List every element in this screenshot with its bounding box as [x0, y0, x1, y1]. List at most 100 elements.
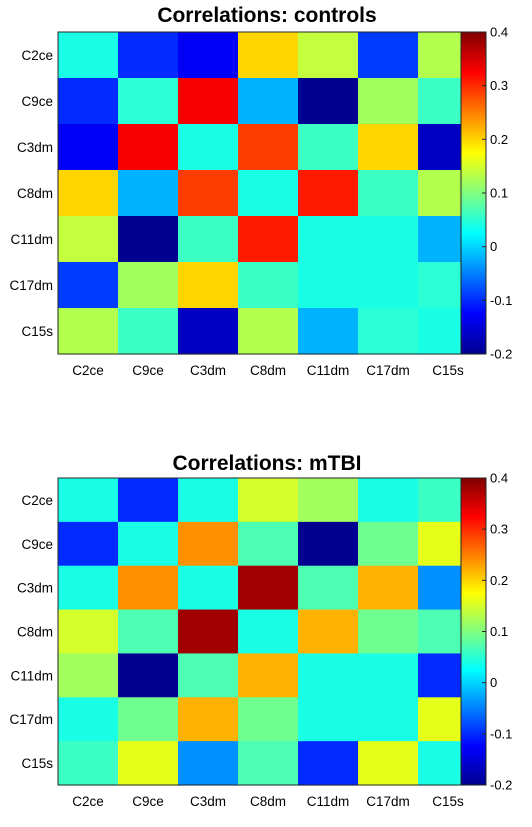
colorbar-tick-label: 0.1 — [490, 186, 508, 201]
heatmap-cell-C9ce-C17dm — [358, 78, 419, 125]
colorbar-tick-label: 0.1 — [490, 624, 508, 639]
heatmap-cell-C3dm-C2ce — [58, 124, 119, 171]
heatmap-cell-C15s-C3dm — [178, 741, 239, 786]
heatmap-cell-C11dm-C9ce — [118, 216, 179, 263]
heatmap-cell-C8dm-C11dm — [298, 609, 359, 655]
heatmap-cell-C11dm-C8dm — [238, 216, 299, 263]
colorbar-tick-label: -0.1 — [490, 293, 512, 308]
heatmap-cell-C9ce-C2ce — [58, 521, 119, 567]
colorbar-tick-label: -0.1 — [490, 726, 512, 741]
y-tick-label: C2ce — [21, 48, 53, 63]
y-tick-label: C9ce — [21, 94, 53, 109]
heatmap-cell-C17dm-C8dm — [238, 697, 299, 742]
heatmap-cell-C11dm-C11dm — [298, 216, 359, 263]
y-tick-label: C8dm — [17, 186, 53, 201]
y-tick-label: C11dm — [10, 232, 53, 247]
heatmap-cell-C15s-C8dm — [238, 741, 299, 786]
heatmap-cell-C15s-C8dm — [238, 308, 299, 355]
heatmap-cell-C8dm-C11dm — [298, 170, 359, 217]
x-tick-label: C2ce — [72, 794, 104, 809]
colorbar-tick-label: -0.2 — [490, 778, 512, 793]
heatmap-cell-C17dm-C3dm — [178, 262, 239, 309]
heatmap-cell-C9ce-C11dm — [298, 78, 359, 125]
y-tick-label: C17dm — [9, 712, 53, 727]
heatmap-cell-C3dm-C17dm — [358, 565, 419, 611]
heatmap-cell-C2ce-C11dm — [298, 478, 359, 523]
heatmap-cell-C17dm-C9ce — [118, 697, 179, 742]
heatmap-cell-C8dm-C2ce — [58, 170, 119, 217]
heatmap-cell-C2ce-C2ce — [58, 32, 119, 79]
heatmap-cell-C8dm-C8dm — [238, 170, 299, 217]
heatmap-cell-C17dm-C2ce — [58, 262, 119, 309]
x-tick-label: C3dm — [190, 363, 226, 378]
x-tick-labels-controls: C2ce C9ce C3dm C8dm C11dm C17dm C15s — [72, 363, 464, 378]
heatmap-cell-C9ce-C3dm — [178, 78, 239, 125]
heatmap-cell-C11dm-C3dm — [178, 653, 239, 698]
colorbar-tick-label: 0.3 — [490, 78, 508, 93]
heatmap-cell-C11dm-C17dm — [358, 653, 419, 698]
x-tick-label: C15s — [432, 794, 464, 809]
heatmap-cell-C9ce-C9ce — [118, 521, 179, 567]
heatmap-cell-C11dm-C2ce — [58, 653, 119, 698]
colorbar-tick-label: 0 — [490, 675, 497, 690]
colorbar-tick-label: 0 — [490, 239, 497, 254]
y-tick-label: C9ce — [21, 537, 53, 552]
heatmap-cell-C2ce-C3dm — [178, 478, 239, 523]
heatmap-cell-C15s-C11dm — [298, 741, 359, 786]
heatmap-cell-C2ce-C8dm — [238, 32, 299, 79]
heatmap-cell-C8dm-C3dm — [178, 609, 239, 655]
heatmap-cell-C15s-C17dm — [358, 308, 419, 355]
heatmap-cell-C11dm-C3dm — [178, 216, 239, 263]
x-tick-label: C8dm — [250, 794, 286, 809]
heatmap-cell-C3dm-C11dm — [298, 124, 359, 171]
chart-title-controls: Correlations: controls — [157, 4, 376, 27]
x-tick-label: C2ce — [72, 363, 104, 378]
x-tick-label: C17dm — [366, 794, 410, 809]
heatmap-panel-controls: Correlations: controls C2ce C9ce C3dm C8dm C… — [9, 4, 512, 378]
y-tick-label: C15s — [21, 756, 53, 771]
colorbar-controls — [460, 31, 487, 355]
heatmap-cell-C15s-C2ce — [58, 308, 119, 355]
x-tick-labels-mtbi: C2ce C9ce C3dm C8dm C11dm C17dm C15s — [72, 794, 464, 809]
heatmap-cell-C3dm-C3dm — [178, 124, 239, 171]
heatmap-cell-C3dm-C17dm — [358, 124, 419, 171]
heatmap-cell-C17dm-C11dm — [298, 262, 359, 309]
x-tick-label: C17dm — [366, 363, 410, 378]
heatmap-cell-C17dm-C11dm — [298, 697, 359, 742]
x-tick-label: C9ce — [132, 794, 164, 809]
heatmap-cell-C15s-C2ce — [58, 741, 119, 786]
heatmap-cell-C8dm-C9ce — [118, 609, 179, 655]
heatmap-cells-controls — [58, 32, 479, 355]
heatmap-cell-C3dm-C3dm — [178, 565, 239, 611]
colorbar-ticks-mtbi: 0.4 0.3 0.2 0.1 0 -0.1 -0.2 — [482, 471, 512, 793]
heatmap-cell-C8dm-C9ce — [118, 170, 179, 217]
y-tick-label: C17dm — [9, 278, 53, 293]
heatmap-cell-C2ce-C3dm — [178, 32, 239, 79]
heatmap-cell-C15s-C11dm — [298, 308, 359, 355]
heatmap-cell-C11dm-C17dm — [358, 216, 419, 263]
heatmap-cell-C11dm-C2ce — [58, 216, 119, 263]
heatmap-cell-C8dm-C8dm — [238, 609, 299, 655]
heatmap-cell-C15s-C3dm — [178, 308, 239, 355]
heatmap-cell-C9ce-C8dm — [238, 78, 299, 125]
colorbar-tick-label: 0.3 — [490, 522, 508, 537]
heatmap-cell-C15s-C9ce — [118, 741, 179, 786]
heatmap-cell-C8dm-C2ce — [58, 609, 119, 655]
heatmap-cell-C2ce-C11dm — [298, 32, 359, 79]
y-tick-label: C11dm — [10, 668, 53, 683]
colorbar-mtbi — [460, 477, 487, 786]
heatmap-cell-C8dm-C17dm — [358, 170, 419, 217]
y-tick-label: C8dm — [17, 625, 53, 640]
x-tick-label: C11dm — [307, 794, 350, 809]
heatmap-panel-mtbi: Correlations: mTBI C2ce C9ce C3dm C8dm C11dm… — [9, 452, 512, 809]
heatmap-cell-C15s-C9ce — [118, 308, 179, 355]
heatmap-cell-C17dm-C17dm — [358, 697, 419, 742]
colorbar-tick-label: 0.2 — [490, 132, 508, 147]
y-tick-label: C15s — [21, 324, 53, 339]
y-tick-label: C3dm — [17, 140, 53, 155]
heatmap-cell-C3dm-C2ce — [58, 565, 119, 611]
heatmap-cell-C9ce-C17dm — [358, 521, 419, 567]
heatmap-cell-C8dm-C3dm — [178, 170, 239, 217]
heatmap-cell-C9ce-C3dm — [178, 521, 239, 567]
